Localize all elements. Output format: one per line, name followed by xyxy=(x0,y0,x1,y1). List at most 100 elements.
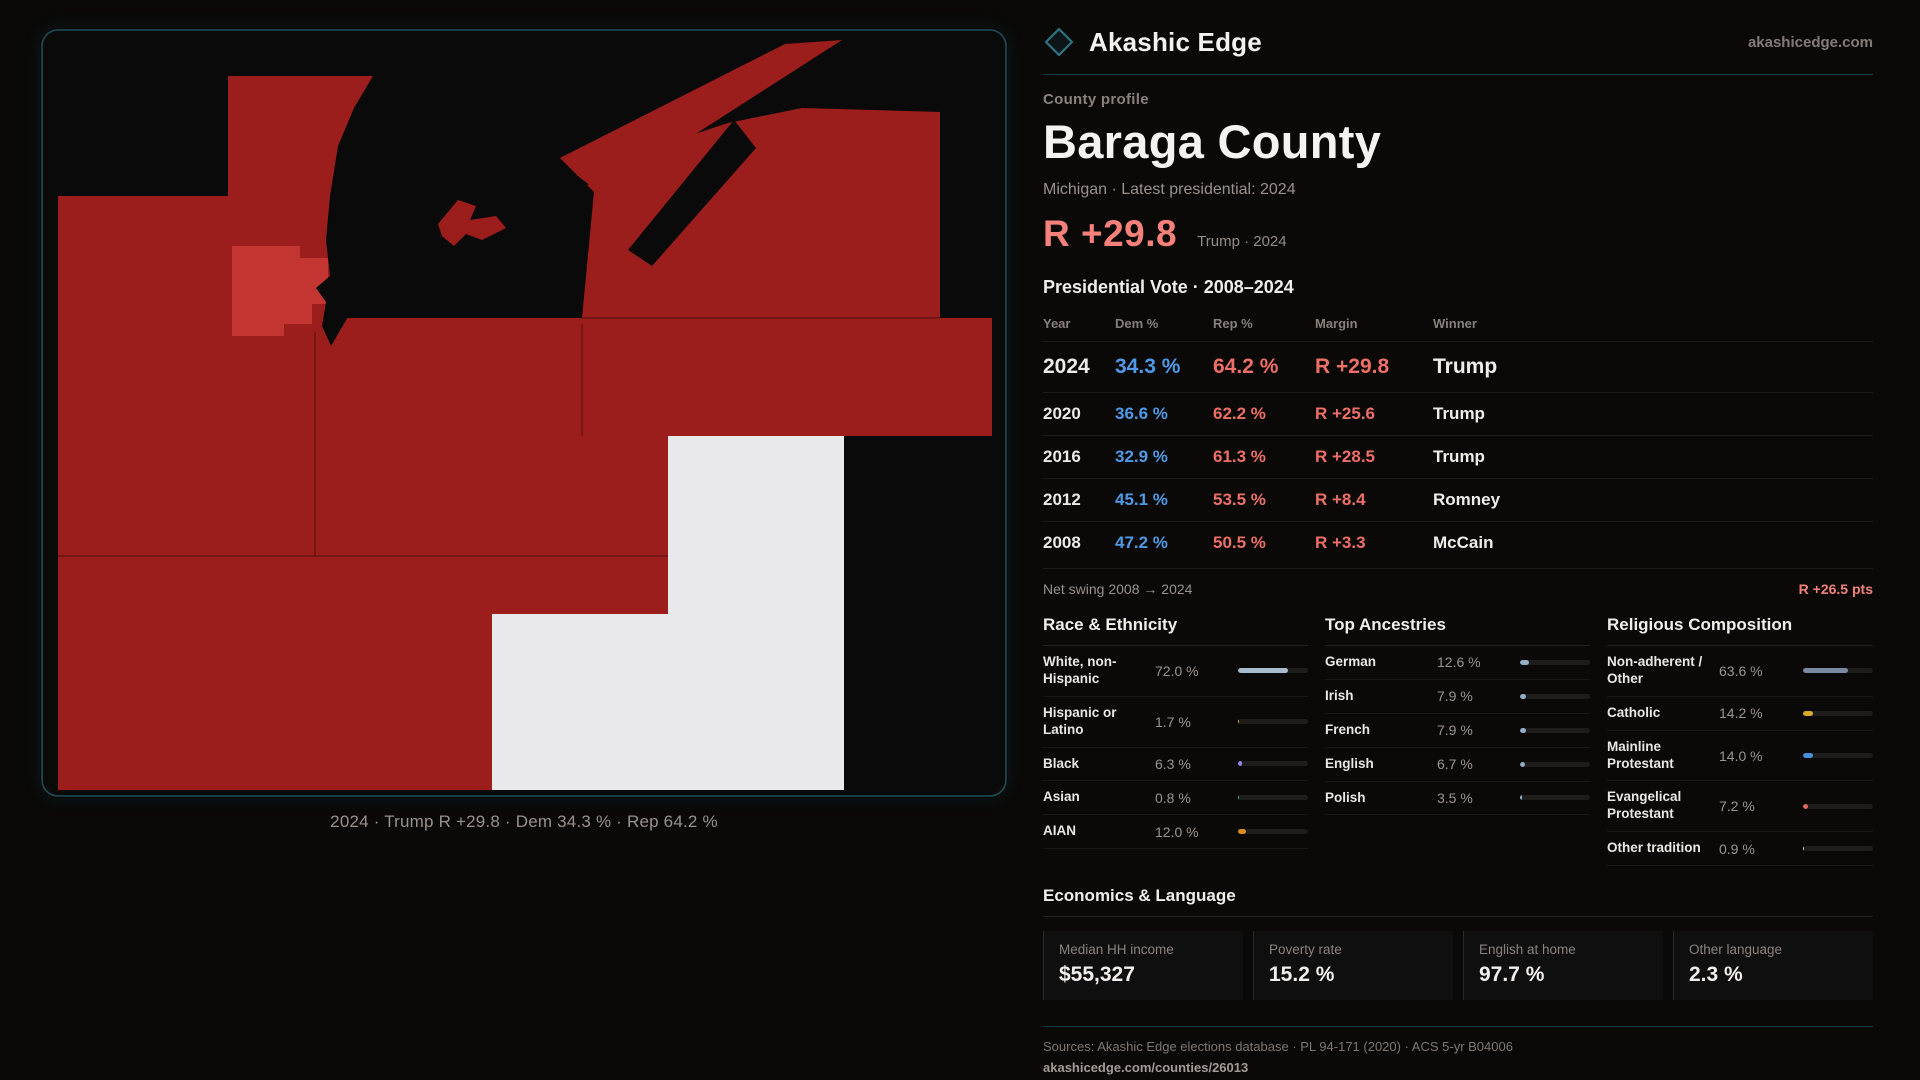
stat-card-label: Median HH income xyxy=(1059,942,1174,957)
stat-label: German xyxy=(1325,654,1377,669)
cell-dem: 47.2 % xyxy=(1115,521,1213,564)
permalink[interactable]: akashicedge.com/counties/26013 xyxy=(1043,1060,1249,1075)
map-region-east-block xyxy=(582,108,940,318)
religion-title: Religious Composition xyxy=(1607,615,1873,646)
sources-line: Sources: Akashic Edge elections database… xyxy=(1043,1039,1513,1054)
column-header: Margin xyxy=(1315,316,1358,331)
county-map-section: 2024 · Trump R +29.8 · Dem 34.3 % · Rep … xyxy=(40,28,1008,832)
election-table-title: Presidential Vote · 2008–2024 xyxy=(1043,277,1294,297)
map-region-white-large xyxy=(668,436,844,790)
stat-bar-fill xyxy=(1803,803,1809,809)
stat-bar-track xyxy=(1803,803,1873,809)
margin-context: Trump · 2024 xyxy=(1197,233,1287,250)
column-header: Rep % xyxy=(1213,316,1253,331)
cell-margin: R +25.6 xyxy=(1315,392,1433,436)
stat-label: Irish xyxy=(1325,687,1354,703)
net-swing-label: Net swing 2008 → 2024 xyxy=(1043,581,1193,597)
cell-winner: Trump xyxy=(1433,435,1873,479)
demographics-columns: Race & Ethnicity White, non-Hispanic 72.0… xyxy=(1043,615,1873,866)
stat-row: Mainline Protestant 14.0 % xyxy=(1607,731,1873,782)
stat-label: Asian xyxy=(1043,789,1080,805)
stat-bar-fill xyxy=(1520,659,1529,665)
map-region-bright-precinct xyxy=(232,246,328,336)
stat-bar-fill xyxy=(1520,693,1526,699)
stat-bar-track xyxy=(1238,795,1308,801)
stat-bar-track xyxy=(1803,846,1873,852)
cell-winner: Trump xyxy=(1433,341,1873,393)
stat-bar-fill xyxy=(1803,846,1805,852)
election-row: 2024 34.3 % 64.2 % R +29.8 Trump xyxy=(1043,341,1873,393)
stat-value: 12.0 % xyxy=(1155,823,1199,840)
column-header: Dem % xyxy=(1115,316,1159,331)
stat-row: Other tradition 0.9 % xyxy=(1607,832,1873,866)
page-title: Baraga County xyxy=(1043,115,1382,168)
stat-bar-fill xyxy=(1238,761,1243,767)
stat-label: Other tradition xyxy=(1607,840,1701,856)
stat-row: AIAN 12.0 % xyxy=(1043,815,1308,850)
stat-label: English xyxy=(1325,755,1374,771)
cell-winner: Romney xyxy=(1433,478,1873,522)
cell-margin: R +3.3 xyxy=(1315,521,1433,564)
stat-bar-fill xyxy=(1238,668,1289,674)
brand-link[interactable]: Akashic Edge xyxy=(1043,26,1262,58)
stat-bar-fill xyxy=(1803,710,1813,716)
stat-value: 7.2 % xyxy=(1719,798,1755,815)
stat-bar-track xyxy=(1520,795,1590,801)
stat-bar-fill xyxy=(1238,795,1240,801)
election-table-header: Year Dem % Rep % Margin Winner xyxy=(1043,308,1873,342)
election-row: 2020 36.6 % 62.2 % R +25.6 Trump xyxy=(1043,392,1873,436)
economics-cards: Median HH income $55,327 Poverty rate 15.2 … xyxy=(1043,931,1873,1000)
stat-label: French xyxy=(1325,721,1371,737)
cell-margin: R +8.4 xyxy=(1315,478,1433,522)
stat-bar-fill xyxy=(1520,761,1525,767)
economics-title: Economics & Language xyxy=(1043,886,1873,917)
stat-row: Non-adherent / Other 63.6 % xyxy=(1607,646,1873,697)
map-caption: 2024 · Trump R +29.8 · Dem 34.3 % · Rep … xyxy=(330,812,718,831)
county-map xyxy=(40,28,1008,798)
stat-label: Black xyxy=(1043,755,1080,771)
stat-card: Poverty rate 15.2 % xyxy=(1253,931,1453,1000)
stat-card-label: English at home xyxy=(1479,942,1576,957)
stat-card: Other language 2.3 % xyxy=(1673,931,1873,1000)
map-region-white-small xyxy=(492,614,668,790)
stat-label: AIAN xyxy=(1043,823,1076,839)
map-border xyxy=(41,29,1007,797)
stat-card: English at home 97.7 % xyxy=(1463,931,1663,1000)
stat-value: 63.6 % xyxy=(1719,662,1763,679)
cell-margin: R +28.5 xyxy=(1315,435,1433,479)
ancestries-stat-list: German 12.6 % Irish 7.9 % French 7.9 % English… xyxy=(1325,646,1590,816)
stat-bar-track xyxy=(1238,761,1308,767)
stat-card-value: 97.7 % xyxy=(1479,963,1545,986)
stat-card-label: Poverty rate xyxy=(1269,942,1342,957)
header-divider xyxy=(1043,74,1873,75)
stat-label: Non-adherent / Other xyxy=(1607,654,1703,686)
cell-dem: 32.9 % xyxy=(1115,435,1213,479)
stat-card-value: $55,327 xyxy=(1059,963,1135,986)
stat-card-value: 15.2 % xyxy=(1269,963,1335,986)
stat-value: 6.3 % xyxy=(1155,755,1191,772)
stat-bar-track xyxy=(1520,727,1590,733)
site-header: Akashic Edge akashicedge.com xyxy=(1043,26,1873,58)
column-header: Year xyxy=(1043,316,1071,331)
cell-dem: 34.3 % xyxy=(1115,341,1213,393)
ancestries-column: Top Ancestries German 12.6 % Irish 7.9 % Fre… xyxy=(1325,615,1590,866)
stat-value: 3.5 % xyxy=(1437,789,1473,806)
site-domain-link[interactable]: akashicedge.com xyxy=(1747,33,1873,51)
race-title: Race & Ethnicity xyxy=(1043,615,1308,646)
stat-bar-track xyxy=(1803,710,1873,716)
stat-bar-track xyxy=(1803,668,1873,674)
stat-bar-track xyxy=(1520,761,1590,767)
stat-row: Black 6.3 % xyxy=(1043,748,1308,782)
ancestries-title: Top Ancestries xyxy=(1325,615,1590,646)
stat-value: 6.7 % xyxy=(1437,756,1473,773)
map-region-middle-band xyxy=(320,318,992,436)
stat-bar-fill xyxy=(1238,829,1247,835)
stat-label: Hispanic or Latino xyxy=(1043,704,1117,737)
stat-label: Polish xyxy=(1325,789,1366,805)
stat-row: French 7.9 % xyxy=(1325,714,1590,748)
cell-year: 2024 xyxy=(1043,341,1115,393)
stat-row: White, non-Hispanic 72.0 % xyxy=(1043,646,1308,697)
election-row: 2016 32.9 % 61.3 % R +28.5 Trump xyxy=(1043,435,1873,479)
stat-bar-fill xyxy=(1803,753,1813,758)
election-row: 2012 45.1 % 53.5 % R +8.4 Romney xyxy=(1043,478,1873,522)
